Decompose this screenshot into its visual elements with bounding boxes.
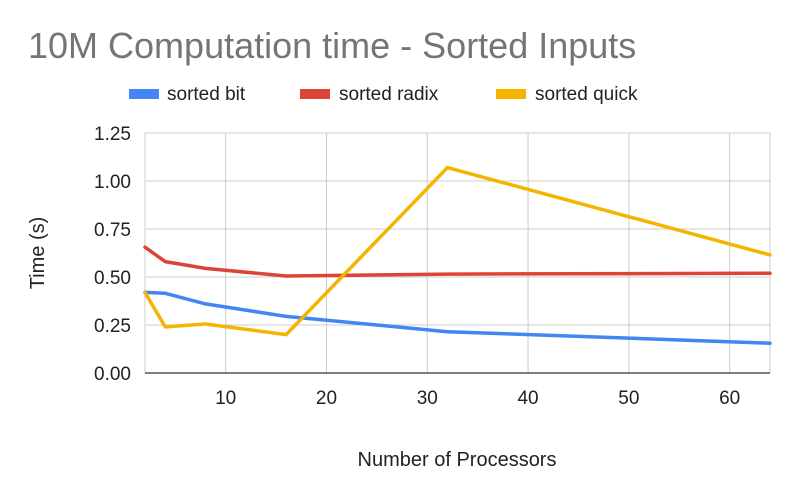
x-axis-label: Number of Processors (358, 449, 557, 471)
legend-swatch-sorted-quick (496, 89, 526, 99)
x-tick-label: 40 (517, 388, 538, 409)
series-line-sorted-quick (143, 165, 772, 337)
y-tick-label: 0.00 (94, 364, 131, 385)
chart-title: 10M Computation time - Sorted Inputs (28, 25, 636, 66)
y-axis-label: Time (s) (27, 217, 49, 290)
y-tick-label: 0.25 (94, 316, 131, 337)
legend-swatch-sorted-bit (129, 89, 159, 99)
series-line-sorted-radix (143, 245, 772, 278)
x-tick-label: 10 (215, 388, 236, 409)
y-tick-labels: 0.00 0.25 0.50 0.75 1.00 1.25 (94, 124, 131, 385)
series-lines (143, 165, 772, 345)
legend: sorted bit sorted radix sorted quick (129, 84, 638, 105)
y-tick-label: 1.00 (94, 172, 131, 193)
x-tick-label: 50 (618, 388, 639, 409)
y-tick-label: 1.25 (94, 124, 131, 145)
series-line-sorted-bit (143, 290, 772, 345)
legend-label-sorted-quick: sorted quick (535, 84, 638, 105)
y-tick-label: 0.50 (94, 268, 131, 289)
y-gridlines (145, 132, 770, 326)
x-gridlines (144, 133, 771, 373)
x-tick-label: 30 (417, 388, 438, 409)
legend-swatch-sorted-radix (300, 89, 330, 99)
x-tick-label: 60 (719, 388, 740, 409)
x-tick-label: 20 (316, 388, 337, 409)
y-tick-label: 0.75 (94, 220, 131, 241)
legend-label-sorted-radix: sorted radix (339, 84, 439, 105)
legend-label-sorted-bit: sorted bit (167, 84, 246, 105)
x-tick-labels: 10 20 30 40 50 60 (215, 388, 740, 409)
